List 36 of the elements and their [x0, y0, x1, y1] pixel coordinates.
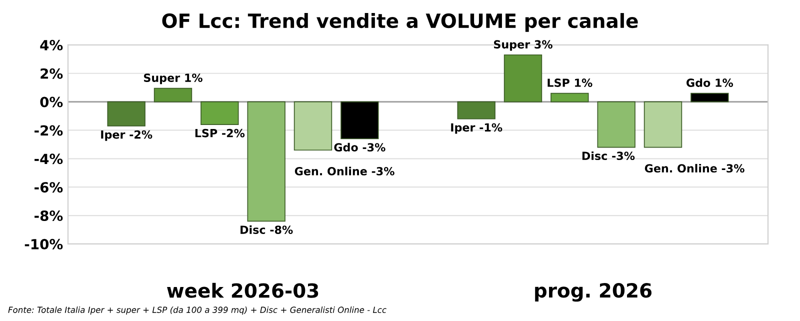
y-tick-label: 2% — [40, 68, 63, 79]
text: Disc -3% — [582, 151, 635, 160]
text: Gen. Online -3% — [294, 166, 394, 176]
text: Super 3% — [494, 40, 552, 51]
bar — [504, 54, 542, 102]
y-tick-label: -2% — [34, 125, 63, 136]
text: Gen. Online -3% — [644, 164, 744, 173]
bar — [690, 92, 729, 102]
source-note: Fonte: Totale Italia Iper + super + LSP (da 100 a 399 mq) + Disc + Generalisti Online - Lcc — [8, 306, 386, 315]
y-tick-label: 4% — [40, 40, 63, 50]
bar — [107, 101, 146, 126]
bar — [340, 101, 379, 140]
y-tick-label: -4% — [34, 154, 63, 164]
text: Iper -2% — [101, 130, 152, 141]
text: Gdo -3% — [334, 142, 386, 152]
bar — [457, 101, 496, 120]
y-tick-label: 0% — [40, 96, 63, 108]
text: Iper -1% — [451, 123, 502, 134]
bar — [644, 101, 682, 148]
y-tick-label: -10% — [24, 238, 63, 250]
bar — [247, 101, 286, 222]
chart-title: OF Lcc: Trend vendite a VOLUME per canale — [162, 13, 638, 32]
text: LSP -2% — [195, 128, 245, 138]
text: Disc -8% — [240, 225, 293, 234]
x-tick-label: week 2026-03 — [167, 282, 318, 298]
y-tick-label: -8% — [34, 210, 63, 222]
y-tick-label: -6% — [34, 182, 63, 193]
text: Super 1% — [144, 74, 202, 84]
x-tick-label: prog. 2026 — [535, 283, 652, 302]
bar — [200, 101, 239, 125]
text: Gdo 1% — [686, 78, 734, 87]
text: LSP 1% — [548, 78, 592, 87]
bar — [294, 101, 332, 151]
bar — [154, 88, 192, 102]
bar — [597, 101, 636, 148]
bar — [550, 92, 589, 102]
